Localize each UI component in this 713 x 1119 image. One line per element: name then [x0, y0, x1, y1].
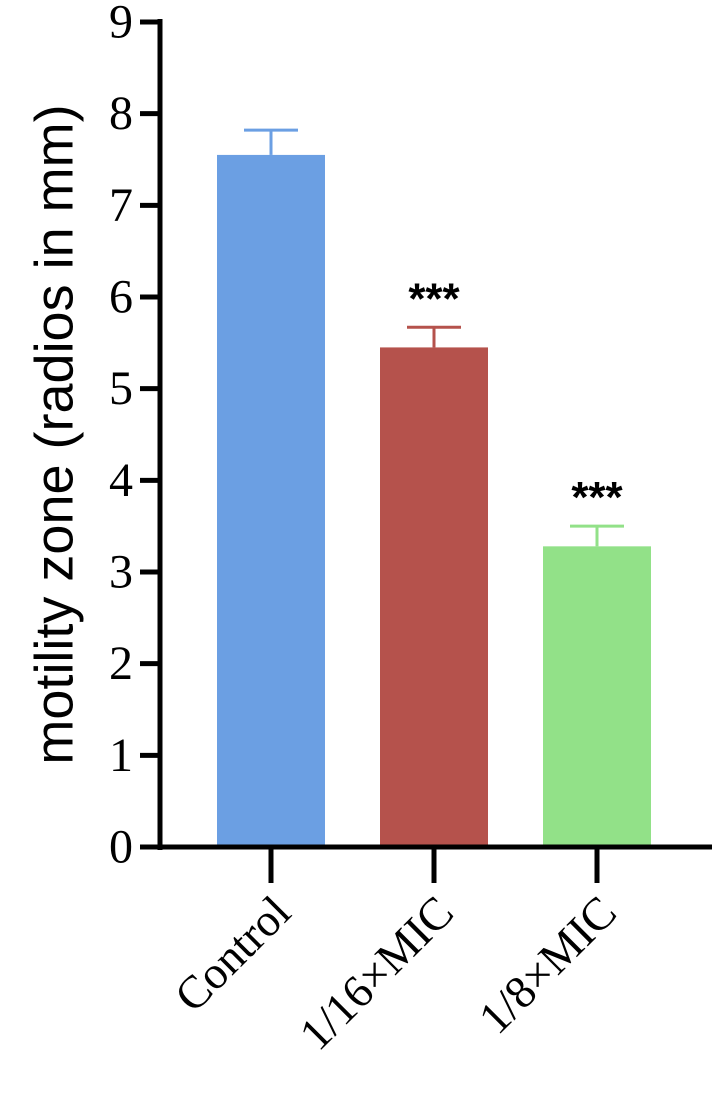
- y-tick-label: 5: [109, 362, 133, 415]
- y-tick-label: 0: [109, 821, 133, 874]
- error-bar-3: [570, 524, 624, 547]
- error-bar-2: [407, 325, 461, 348]
- x-category-label: Control: [165, 886, 300, 1021]
- y-tick-label: 4: [109, 454, 133, 507]
- y-tick-label: 7: [109, 179, 133, 232]
- y-tick-label: 2: [109, 637, 133, 690]
- error-bar-1: [244, 128, 298, 155]
- y-tick-label: 6: [109, 271, 133, 324]
- y-tick-label: 9: [109, 0, 133, 49]
- x-category-label: 1/16×MIC: [289, 886, 463, 1060]
- bars-group: [217, 154, 651, 847]
- bar-1: [217, 154, 325, 847]
- significance-label-3: ***: [571, 473, 623, 522]
- bar-3: [543, 546, 651, 847]
- y-axis-ticks: 0 1 2 3 4 5 6 7 8 9: [109, 0, 160, 874]
- significance-labels: *** ***: [408, 274, 623, 522]
- y-tick-label: 3: [109, 546, 133, 599]
- significance-label-2: ***: [408, 274, 460, 323]
- x-category-label: 1/8×MIC: [469, 886, 626, 1043]
- y-axis-label: motility zone (radios in mm): [24, 104, 84, 764]
- y-axis-label-group: motility zone (radios in mm): [24, 104, 84, 764]
- bar-2: [380, 347, 488, 847]
- error-bars-group: [244, 128, 624, 547]
- y-tick-label: 8: [109, 87, 133, 140]
- y-tick-label: 1: [109, 729, 133, 782]
